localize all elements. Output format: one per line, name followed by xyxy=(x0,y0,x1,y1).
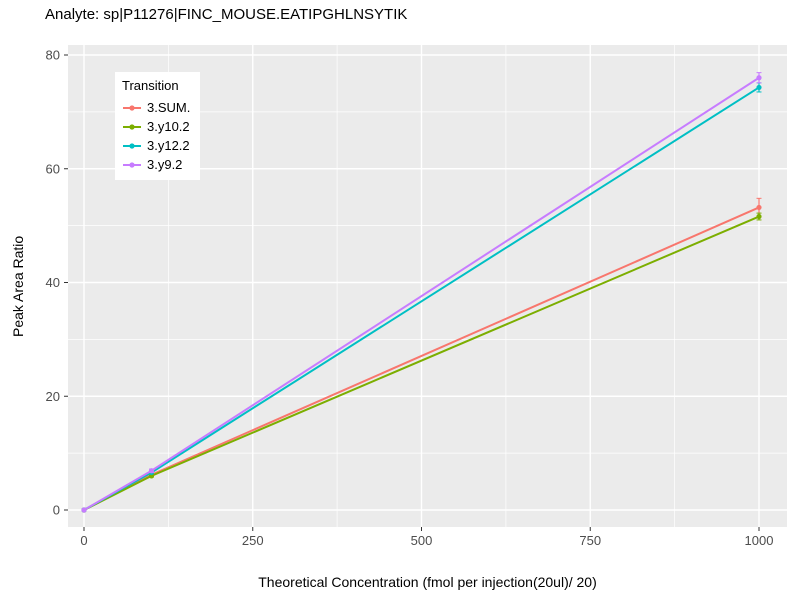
data-point xyxy=(756,75,762,81)
legend: Transition 3.SUM. 3.y10.2 3.y12.2 3.y9.2 xyxy=(115,72,201,180)
y-tick-label: 80 xyxy=(46,48,60,63)
x-tick-label: 750 xyxy=(579,533,601,548)
legend-key-icon xyxy=(123,142,141,149)
y-tick-label: 20 xyxy=(46,389,60,404)
legend-items: 3.SUM. 3.y10.2 3.y12.2 3.y9.2 xyxy=(122,98,190,174)
legend-key-icon xyxy=(123,104,141,111)
data-point xyxy=(148,468,155,474)
legend-item: 3.SUM. xyxy=(122,98,190,117)
data-point xyxy=(756,84,762,91)
data-point xyxy=(756,204,762,211)
legend-item-label: 3.y12.2 xyxy=(147,138,190,153)
legend-item: 3.y12.2 xyxy=(122,136,190,155)
data-point xyxy=(756,213,762,220)
legend-item: 3.y9.2 xyxy=(122,155,190,174)
legend-item-label: 3.SUM. xyxy=(147,100,191,115)
legend-item: 3.y10.2 xyxy=(122,117,190,136)
legend-key-icon xyxy=(123,161,141,168)
legend-title: Transition xyxy=(122,78,179,93)
chart-title: Analyte: sp|P11276|FINC_MOUSE.EATIPGHLNS… xyxy=(45,6,408,23)
legend-item-label: 3.y10.2 xyxy=(147,119,190,134)
x-tick-label: 500 xyxy=(411,533,433,548)
y-tick-label: 0 xyxy=(53,503,60,518)
legend-item-label: 3.y9.2 xyxy=(147,157,183,172)
legend-key-icon xyxy=(123,123,141,130)
data-point xyxy=(81,507,87,513)
x-tick-label: 250 xyxy=(242,533,264,548)
x-tick-label: 1000 xyxy=(745,533,774,548)
y-tick-label: 40 xyxy=(46,275,60,290)
y-tick-label: 60 xyxy=(46,161,60,176)
x-tick-label: 0 xyxy=(80,533,87,548)
x-axis-label: Theoretical Concentration (fmol per inje… xyxy=(258,574,597,590)
